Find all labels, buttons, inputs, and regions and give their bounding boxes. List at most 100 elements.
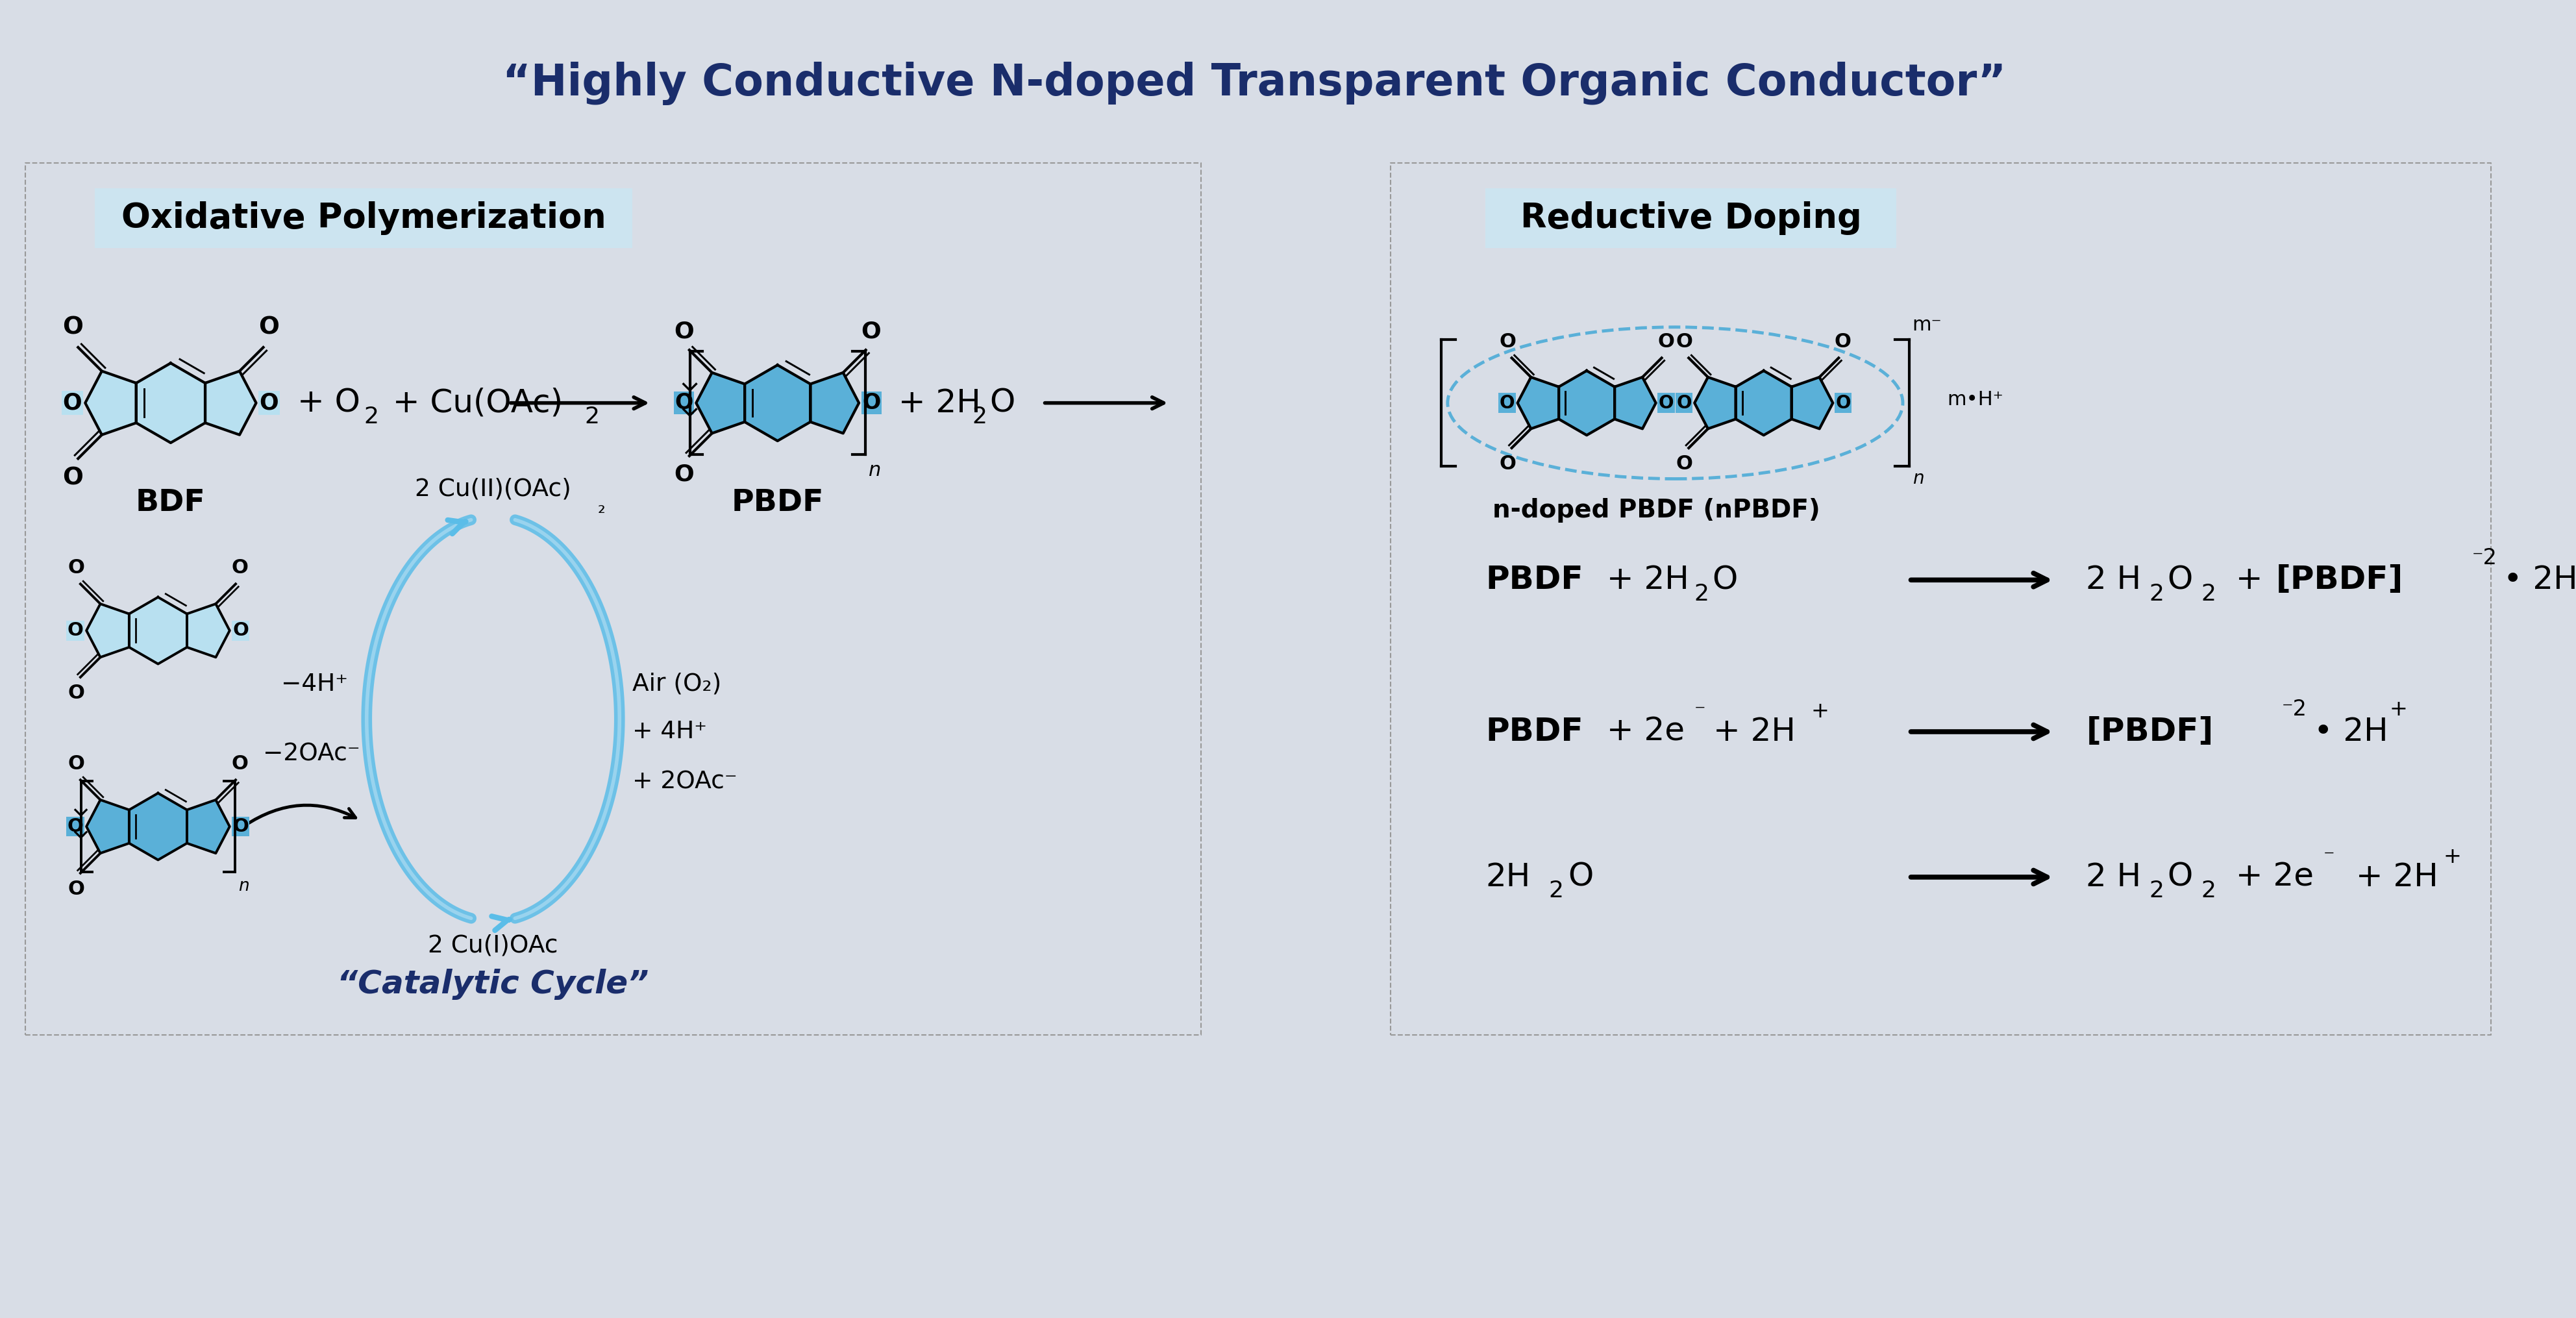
Text: O: O	[258, 316, 278, 340]
Text: O: O	[860, 320, 881, 343]
Text: n: n	[1911, 469, 1924, 488]
Polygon shape	[1736, 370, 1793, 435]
Polygon shape	[1558, 370, 1615, 435]
Text: “Highly Conductive N-doped Transparent Organic Conductor”: “Highly Conductive N-doped Transparent O…	[502, 62, 2007, 105]
Text: 2: 2	[2148, 880, 2164, 902]
Text: O: O	[2166, 862, 2192, 892]
Text: O: O	[863, 393, 881, 414]
Text: m⁻: m⁻	[1911, 316, 1942, 335]
Text: O: O	[232, 622, 250, 639]
Text: O: O	[1569, 862, 1592, 892]
Text: O: O	[675, 393, 693, 414]
Text: O: O	[62, 316, 82, 340]
Text: • 2H: • 2H	[2504, 564, 2576, 596]
Text: 2: 2	[2148, 583, 2164, 605]
Text: ⁻: ⁻	[2324, 846, 2334, 867]
Polygon shape	[88, 604, 129, 658]
Text: O: O	[62, 467, 82, 490]
Text: “Catalytic Cycle”: “Catalytic Cycle”	[337, 969, 649, 1000]
Polygon shape	[137, 364, 206, 443]
Text: + 2e: + 2e	[1597, 716, 1685, 747]
Text: 2 H: 2 H	[2087, 862, 2141, 892]
Text: O: O	[989, 387, 1015, 419]
Text: +: +	[2391, 699, 2409, 721]
Text: 2 Cu(II)(OAc): 2 Cu(II)(OAc)	[415, 477, 572, 501]
Text: ⁻: ⁻	[1695, 701, 1705, 722]
Text: O: O	[67, 754, 85, 774]
Text: O: O	[232, 754, 247, 774]
Polygon shape	[1793, 377, 1834, 428]
Text: +: +	[1811, 701, 1829, 722]
Text: O: O	[1499, 332, 1515, 352]
Polygon shape	[696, 373, 744, 434]
Text: −4H⁺: −4H⁺	[281, 672, 348, 696]
Text: O: O	[1677, 455, 1692, 473]
Text: 2: 2	[971, 406, 987, 428]
Text: O: O	[1499, 394, 1515, 413]
Text: BDF: BDF	[137, 488, 206, 518]
Text: O: O	[232, 559, 247, 577]
Text: O: O	[1659, 394, 1674, 413]
Text: PBDF: PBDF	[732, 488, 824, 518]
Polygon shape	[188, 800, 229, 853]
Text: + 2H: + 2H	[889, 387, 981, 419]
Text: 2: 2	[1695, 583, 1708, 605]
Text: O: O	[675, 320, 696, 343]
Text: Oxidative Polymerization: Oxidative Polymerization	[121, 202, 605, 235]
Text: 2 H: 2 H	[2087, 564, 2141, 596]
Text: + 2H: + 2H	[1713, 716, 1795, 747]
Text: + 2H: + 2H	[1597, 564, 1690, 596]
Text: 2H: 2H	[1486, 862, 1530, 892]
Polygon shape	[88, 800, 129, 853]
Polygon shape	[188, 604, 229, 658]
Polygon shape	[129, 793, 188, 859]
Text: 2: 2	[2200, 880, 2215, 902]
Polygon shape	[1517, 377, 1558, 428]
Text: + 2H: + 2H	[2344, 862, 2437, 892]
FancyBboxPatch shape	[1486, 188, 1896, 248]
Text: O: O	[1499, 455, 1515, 473]
Text: ₂: ₂	[598, 498, 605, 517]
Text: O: O	[1713, 564, 1736, 596]
Text: O: O	[232, 817, 250, 836]
Text: O: O	[67, 622, 82, 639]
Text: +: +	[2442, 846, 2460, 867]
Text: O: O	[67, 559, 85, 577]
Text: O: O	[675, 464, 696, 485]
Text: O: O	[2166, 564, 2192, 596]
Text: Reductive Doping: Reductive Doping	[1520, 202, 1862, 235]
Text: 2: 2	[1548, 880, 1564, 902]
Polygon shape	[206, 372, 255, 435]
Text: O: O	[67, 817, 82, 836]
Text: PBDF: PBDF	[1486, 564, 1584, 596]
Text: O: O	[260, 391, 278, 414]
Text: m•H⁺: m•H⁺	[1947, 390, 2004, 409]
Text: O: O	[1837, 394, 1850, 413]
Text: O: O	[67, 684, 85, 702]
Polygon shape	[1615, 377, 1656, 428]
Text: O: O	[1656, 332, 1674, 352]
Text: • 2H: • 2H	[2313, 716, 2388, 747]
Text: 2: 2	[2200, 583, 2215, 605]
Polygon shape	[129, 597, 188, 664]
Text: + 2e: + 2e	[2226, 862, 2313, 892]
Text: O: O	[1677, 394, 1692, 413]
Text: Air (O₂): Air (O₂)	[631, 672, 721, 696]
Text: O: O	[62, 391, 82, 414]
Text: [PBDF]: [PBDF]	[2087, 716, 2213, 747]
Text: + O: + O	[296, 387, 361, 419]
Text: 2: 2	[585, 406, 600, 428]
Text: O: O	[1677, 332, 1692, 352]
Text: + 4H⁺: + 4H⁺	[631, 720, 706, 743]
Text: [PBDF]: [PBDF]	[2275, 564, 2403, 596]
Text: n: n	[868, 461, 881, 480]
Polygon shape	[85, 372, 137, 435]
Polygon shape	[1695, 377, 1736, 428]
Text: O: O	[67, 880, 85, 899]
Text: 2 Cu(I)OAc: 2 Cu(I)OAc	[428, 934, 559, 957]
Text: +: +	[2226, 564, 2272, 596]
Text: ⁻2: ⁻2	[2282, 699, 2308, 721]
Text: n: n	[237, 878, 250, 895]
Text: PBDF: PBDF	[1486, 716, 1584, 747]
Text: ⁻2: ⁻2	[2473, 547, 2496, 568]
